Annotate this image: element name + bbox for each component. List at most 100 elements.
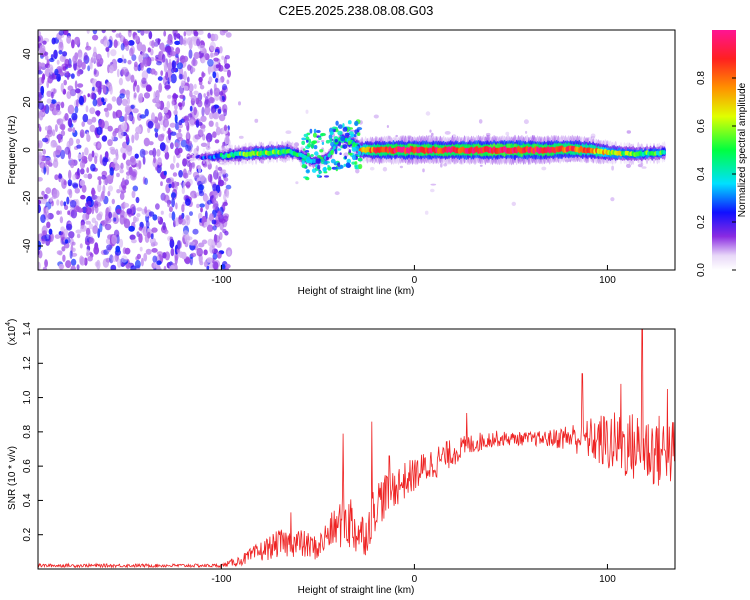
spectrogram-noise-cell <box>129 156 136 163</box>
spectrogram-noise-cell <box>130 104 135 109</box>
spectrogram-speckle <box>511 201 516 206</box>
spectrogram-noise-cell <box>41 238 46 245</box>
spectrogram-noise-cell <box>160 181 163 187</box>
spectrogram-noise-cell <box>211 219 217 225</box>
spectrogram-noise-cell <box>85 227 91 236</box>
spectrogram-perturbation-cell <box>357 158 363 162</box>
spectrogram-noise-cell <box>102 156 108 167</box>
spectrogram-noise-cell <box>155 203 160 210</box>
spectrogram-noise-cell <box>91 204 95 215</box>
spectrogram-noise-cell <box>209 41 216 52</box>
spectrogram-noise-cell <box>74 106 79 114</box>
spectrogram-noise-cell <box>95 53 102 62</box>
spectrogram-noise-cell <box>68 169 72 180</box>
spectrogram-perturbation-cell <box>307 143 312 148</box>
spectrogram-noise-cell <box>56 210 61 215</box>
spectrogram-speckle <box>223 181 227 186</box>
spectrogram-noise-cell <box>187 64 192 71</box>
spectrogram-noise-cell <box>208 97 215 104</box>
spectrogram-noise-cell <box>62 30 69 36</box>
spectrogram-perturbation-cell <box>305 169 310 174</box>
spectrogram-perturbation-cell <box>306 156 311 162</box>
spectrogram-noise-cell <box>217 166 223 171</box>
spectrogram-noise-cell <box>96 213 103 221</box>
spectrogram-noise-cell <box>81 61 86 70</box>
spectrogram-noise-cell <box>201 71 205 79</box>
spectrogram-noise-cell <box>38 261 41 270</box>
spectrogram-noise-cell <box>79 129 85 139</box>
spectrogram-noise-cell <box>156 61 162 66</box>
spectrogram-perturbation-cell <box>317 164 321 170</box>
spectrogram-noise-cell <box>121 68 125 76</box>
spectrogram-speckle <box>220 99 223 103</box>
spectrogram-noise-cell <box>112 130 117 137</box>
spectrogram-perturbation-cell <box>344 155 347 160</box>
spectrogram-noise-cell <box>42 266 47 270</box>
spectrogram-noise-cell <box>172 94 179 99</box>
spectrogram-noise-cell <box>200 207 203 213</box>
spectrogram-perturbation-cell <box>329 138 333 143</box>
spectrogram-noise-cell <box>104 223 112 231</box>
spectrogram-perturbation-cell <box>317 174 320 178</box>
spectrogram-noise-cell <box>51 37 56 45</box>
spectrogram-noise-cell <box>147 231 151 239</box>
spectrogram-noise-cell <box>91 53 98 62</box>
spectrogram-perturbation-cell <box>340 136 345 142</box>
spectrogram-noise-cell <box>140 30 145 36</box>
spectrogram-noise-cell <box>192 171 200 179</box>
spectrogram-noise-cell <box>191 58 198 67</box>
spectrogram-noise-cell <box>79 179 86 186</box>
spectrogram-noise-cell <box>60 231 65 242</box>
spectrogram-speckle <box>610 197 615 202</box>
spectrogram-noise-cell <box>84 147 89 156</box>
spectrogram-noise-cell <box>64 204 69 210</box>
spectrogram-speckle <box>395 134 399 138</box>
spectrogram-noise-cell <box>67 104 75 115</box>
spectrogram-speckle <box>424 210 429 215</box>
spectrogram-noise-cell <box>191 161 196 169</box>
spectrogram-noise-cell <box>116 172 120 178</box>
spectrogram-noise-cell <box>60 82 64 93</box>
spectrogram-noise-cell <box>98 119 105 129</box>
spectrogram-noise-cell <box>39 44 46 55</box>
spectrogram-noise-cell <box>193 90 199 96</box>
spectrogram-speckle <box>443 163 448 167</box>
spectrogram-noise-cell <box>175 202 178 210</box>
spectrogram-noise-cell <box>56 199 60 206</box>
spectrogram-noise-cell <box>185 181 191 189</box>
spectrogram-noise-cell <box>213 87 221 97</box>
spectrogram-noise-cell <box>60 124 66 131</box>
spectrogram-noise-cell <box>58 50 63 55</box>
spectrogram-noise-cell <box>134 260 141 269</box>
spectrogram-noise-cell <box>139 148 146 158</box>
spectrogram-noise-cell <box>124 113 128 123</box>
spectrogram-noise-cell <box>76 64 81 71</box>
spectrogram-noise-cell <box>119 210 126 218</box>
spectrogram-noise-cell <box>157 112 163 122</box>
spectrogram-noise-cell <box>149 237 157 245</box>
spectrogram-noise-cell <box>90 92 95 100</box>
spectrogram-noise-cell <box>68 137 74 146</box>
spectrogram-noise-cell <box>44 259 48 267</box>
spectrogram-noise-cell <box>46 90 52 98</box>
spectrogram-noise-cell <box>206 257 213 263</box>
spectrogram-perturbation-cell <box>339 152 342 155</box>
spectrogram-x-ticks: -100 0 100 <box>211 265 616 286</box>
spectrogram-noise-cell <box>101 190 105 200</box>
spectrogram-noise-cell <box>39 161 46 169</box>
spectrogram-noise-cell <box>212 183 218 192</box>
spectrogram-noise-cell <box>151 248 158 253</box>
spectrogram-noise-cell <box>86 252 89 257</box>
spectrogram-y-axis-label: Frequency (Hz) <box>7 116 18 185</box>
snr-plot-area <box>38 329 675 569</box>
spectrogram-noise-cell <box>197 184 205 191</box>
spectrogram-noise-cell <box>212 112 220 120</box>
spectrogram-noise-cell <box>173 155 176 164</box>
spectrogram-noise-cell <box>224 135 230 145</box>
spectrogram-perturbation-cell <box>321 141 325 145</box>
spectrogram-noise-cell <box>64 113 69 121</box>
spectrogram-noise-cell <box>74 80 78 90</box>
spectrogram-perturbation-cell <box>324 175 329 178</box>
spectrogram-noise-cell <box>45 187 52 195</box>
snr-y-ticks: 0.2 0.4 0.6 0.8 1.0 1.2 1.4 <box>22 322 43 542</box>
